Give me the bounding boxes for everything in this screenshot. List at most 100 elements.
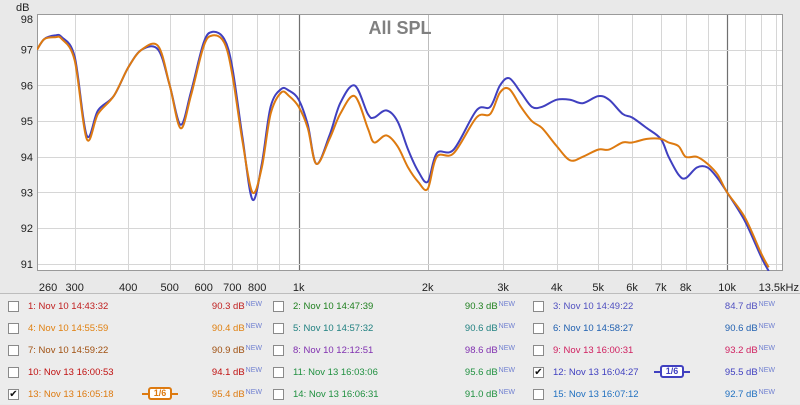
measurement-spl-value: 90.9 dBNEW <box>211 345 262 356</box>
measurement-label[interactable]: 3: Nov 10 14:49:22 <box>553 301 634 312</box>
x-tick-label: 5k <box>592 282 604 293</box>
measurement-label[interactable]: 11: Nov 13 16:03:06 <box>293 367 378 378</box>
new-tag: NEW <box>758 345 775 352</box>
new-tag: NEW <box>758 389 775 396</box>
measurement-label[interactable]: 6: Nov 10 14:58:27 <box>553 323 634 334</box>
measurement-label[interactable]: 14: Nov 13 16:06:31 <box>293 389 379 400</box>
measurement-spl-value: 93.2 dBNEW <box>724 345 775 356</box>
measurement-spl-value: 95.4 dBNEW <box>211 389 262 400</box>
grid-lines <box>37 14 783 271</box>
measurement-checkbox[interactable] <box>8 345 19 356</box>
new-tag: NEW <box>498 301 515 308</box>
smoothing-badge[interactable]: 1/6 <box>660 365 684 378</box>
measurement-spl-value: 94.1 dBNEW <box>211 367 262 378</box>
smoothing-badge[interactable]: 1/6 <box>148 387 172 400</box>
measurement-checkbox[interactable] <box>533 345 544 356</box>
measurement-checkbox[interactable]: ✔ <box>8 389 19 400</box>
x-tick-label: 700 <box>223 282 241 293</box>
y-tick-label: 92 <box>21 223 33 235</box>
measurement-checkbox[interactable] <box>273 323 284 334</box>
y-tick-label: 93 <box>21 187 33 199</box>
x-tick-label: 7k <box>655 282 667 293</box>
measurement-label[interactable]: 7: Nov 10 14:59:22 <box>28 345 109 356</box>
measurement-spl-value: 92.7 dBNEW <box>724 389 775 400</box>
legend-entry: 15: Nov 13 16:07:12 92.7 dBNEW <box>533 384 775 405</box>
legend-entry: 11: Nov 13 16:03:06 95.6 dBNEW <box>273 362 515 383</box>
measurement-checkbox[interactable] <box>8 367 19 378</box>
measurement-checkbox[interactable] <box>533 323 544 334</box>
new-tag: NEW <box>245 323 262 330</box>
new-tag: NEW <box>245 367 262 374</box>
legend-entry: 6: Nov 10 14:58:27 90.6 dBNEW <box>533 318 775 339</box>
measurement-spl-value: 90.3 dBNEW <box>211 301 262 312</box>
measurement-label[interactable]: 12: Nov 13 16:04:27 <box>553 367 639 378</box>
measurement-label[interactable]: 9: Nov 13 16:00:31 <box>553 345 634 356</box>
measurement-label[interactable]: 5: Nov 10 14:57:32 <box>293 323 374 334</box>
x-tick-label: 2k <box>422 282 434 293</box>
measurement-checkbox[interactable]: ✔ <box>533 367 544 378</box>
x-tick-label: 4k <box>551 282 563 293</box>
legend-entry: 4: Nov 10 14:55:59 90.4 dBNEW <box>8 318 262 339</box>
x-tick-label: 500 <box>161 282 179 293</box>
plot-frame <box>37 14 783 271</box>
measurement-label[interactable]: 8: Nov 10 12:12:51 <box>293 345 374 356</box>
x-tick-label: 1k <box>293 282 305 293</box>
measurement-spl-value: 98.6 dBNEW <box>464 345 515 356</box>
spl-chart[interactable]: 98 97 96 95 94 93 92 91 260 300 400 500 600 700 800 1k 2… <box>0 0 800 293</box>
measurement-checkbox[interactable] <box>273 367 284 378</box>
x-tick-label: 10k <box>718 282 736 293</box>
measurement-spl-value: 90.6 dBNEW <box>724 323 775 334</box>
legend-entry: 5: Nov 10 14:57:32 90.6 dBNEW <box>273 318 515 339</box>
measurement-label[interactable]: 15: Nov 13 16:07:12 <box>553 389 639 400</box>
measurement-spl-value: 91.0 dBNEW <box>464 389 515 400</box>
new-tag: NEW <box>245 345 262 352</box>
new-tag: NEW <box>245 301 262 308</box>
measurement-label[interactable]: 13: Nov 13 16:05:18 <box>28 389 114 400</box>
legend-entry: 7: Nov 10 14:59:22 90.9 dBNEW <box>8 340 262 361</box>
y-tick-label: 98 <box>21 14 33 26</box>
measurement-label[interactable]: 2: Nov 10 14:47:39 <box>293 301 374 312</box>
y-tick-label: 95 <box>21 116 33 128</box>
x-tick-label: 300 <box>66 282 84 293</box>
new-tag: NEW <box>498 389 515 396</box>
y-tick-label: 96 <box>21 80 33 92</box>
measurement-checkbox[interactable] <box>273 301 284 312</box>
new-tag: NEW <box>498 345 515 352</box>
new-tag: NEW <box>758 323 775 330</box>
x-tick-label: 600 <box>194 282 212 293</box>
legend-entry: ✔ 13: Nov 13 16:05:18 1/6 95.4 dBNEW <box>8 384 262 405</box>
legend-entry: 3: Nov 10 14:49:22 84.7 dBNEW <box>533 296 775 317</box>
measurement-spl-value: 90.6 dBNEW <box>464 323 515 334</box>
measurement-label[interactable]: 1: Nov 10 14:43:32 <box>28 301 109 312</box>
axis-ticks: 98 97 96 95 94 93 92 91 260 300 400 500 600 700 800 1k 2… <box>21 14 799 293</box>
legend-entry: 9: Nov 13 16:00:31 93.2 dBNEW <box>533 340 775 361</box>
measurement-checkbox[interactable] <box>273 345 284 356</box>
x-tick-label: 3k <box>497 282 509 293</box>
measurement-label[interactable]: 4: Nov 10 14:55:59 <box>28 323 109 334</box>
measurement-checkbox[interactable] <box>533 389 544 400</box>
measurement-spl-value: 84.7 dBNEW <box>724 301 775 312</box>
y-tick-label: 97 <box>21 45 33 57</box>
y-axis-unit: dB <box>16 2 29 14</box>
legend-entry: 10: Nov 13 16:00:53 94.1 dBNEW <box>8 362 262 383</box>
y-tick-label: 94 <box>21 152 33 164</box>
x-tick-label: 13.5kHz <box>759 282 799 293</box>
new-tag: NEW <box>498 323 515 330</box>
measurement-spl-value: 90.4 dBNEW <box>211 323 262 334</box>
series-line-2 <box>37 34 770 268</box>
measurement-checkbox[interactable] <box>8 323 19 334</box>
legend-entry: 2: Nov 10 14:47:39 90.3 dBNEW <box>273 296 515 317</box>
chart-title: All SPL <box>368 18 431 38</box>
measurement-spl-value: 95.5 dBNEW <box>724 367 775 378</box>
x-tick-label: 6k <box>626 282 638 293</box>
new-tag: NEW <box>758 367 775 374</box>
new-tag: NEW <box>498 367 515 374</box>
measurement-label[interactable]: 10: Nov 13 16:00:53 <box>28 367 114 378</box>
legend-entry: 1: Nov 10 14:43:32 90.3 dBNEW <box>8 296 262 317</box>
series-lines <box>37 30 770 271</box>
measurement-checkbox[interactable] <box>8 301 19 312</box>
x-tick-label: 800 <box>248 282 266 293</box>
measurement-checkbox[interactable] <box>533 301 544 312</box>
measurement-checkbox[interactable] <box>273 389 284 400</box>
measurement-legend: 1: Nov 10 14:43:32 90.3 dBNEW 2: Nov 10 14… <box>0 293 800 404</box>
